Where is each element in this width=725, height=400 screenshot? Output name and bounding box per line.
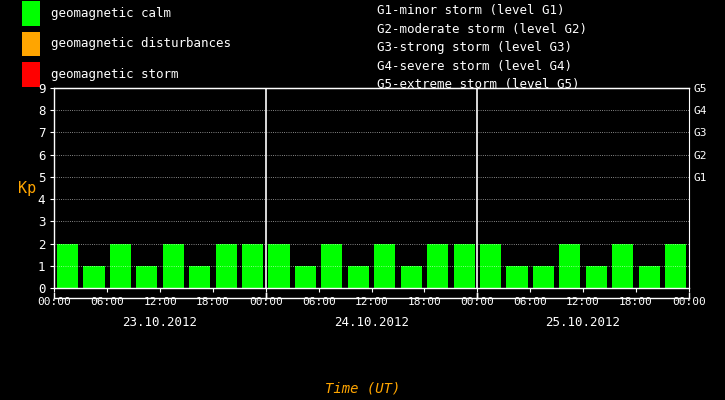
Bar (136, 266, 157, 288)
Y-axis label: Kp: Kp (17, 180, 36, 196)
Text: G5-extreme storm (level G5): G5-extreme storm (level G5) (377, 78, 579, 91)
Bar (427, 244, 448, 288)
Text: G1-minor storm (level G1): G1-minor storm (level G1) (377, 4, 565, 17)
Bar (559, 244, 581, 288)
Bar (321, 244, 342, 288)
Bar (401, 266, 422, 288)
Bar (480, 244, 501, 288)
Text: 23.10.2012: 23.10.2012 (123, 316, 198, 329)
Text: 24.10.2012: 24.10.2012 (334, 316, 409, 329)
Bar (22, 32, 40, 56)
Bar (22, 62, 40, 87)
Bar (348, 266, 369, 288)
Bar (586, 266, 607, 288)
Bar (162, 244, 184, 288)
Bar (189, 266, 210, 288)
Text: geomagnetic storm: geomagnetic storm (51, 68, 178, 81)
Bar (374, 244, 395, 288)
Text: Time (UT): Time (UT) (325, 382, 400, 396)
Bar (83, 266, 104, 288)
Bar (57, 244, 78, 288)
Text: G4-severe storm (level G4): G4-severe storm (level G4) (377, 60, 572, 73)
Bar (533, 266, 554, 288)
Bar (612, 244, 633, 288)
Bar (215, 244, 237, 288)
Bar (454, 244, 475, 288)
Text: geomagnetic calm: geomagnetic calm (51, 7, 171, 20)
Bar (268, 244, 289, 288)
Bar (110, 244, 131, 288)
Text: G2-moderate storm (level G2): G2-moderate storm (level G2) (377, 23, 587, 36)
Text: 25.10.2012: 25.10.2012 (545, 316, 621, 329)
Text: G3-strong storm (level G3): G3-strong storm (level G3) (377, 41, 572, 54)
Bar (22, 1, 40, 26)
Bar (506, 266, 528, 288)
Bar (242, 244, 263, 288)
Bar (295, 266, 316, 288)
Bar (639, 266, 660, 288)
Text: geomagnetic disturbances: geomagnetic disturbances (51, 38, 231, 50)
Bar (665, 244, 686, 288)
